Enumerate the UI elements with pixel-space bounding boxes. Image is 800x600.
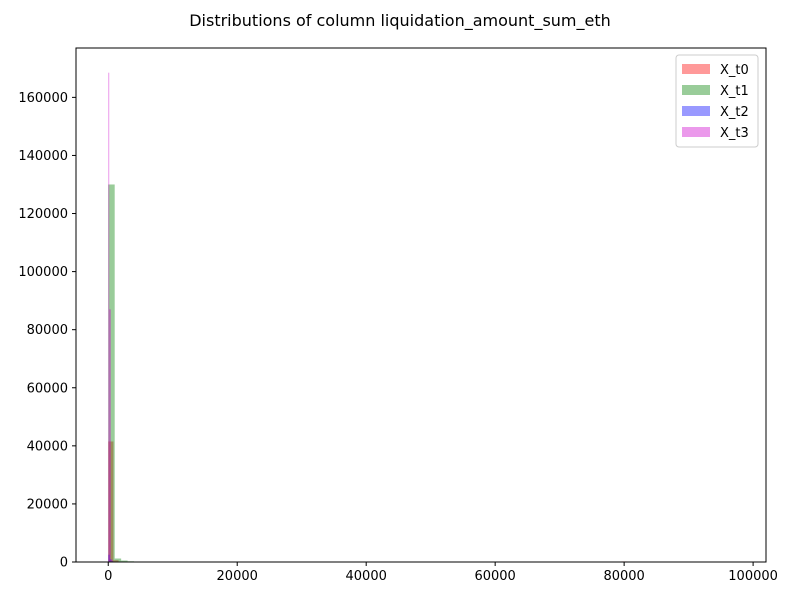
x-tick-label-4: 80000 bbox=[603, 569, 644, 584]
bar-X_t2-0 bbox=[108, 554, 110, 562]
x-tick-label-0: 0 bbox=[104, 569, 112, 584]
bar-X_t3-2 bbox=[110, 559, 113, 562]
legend-label-X_t2: X_t2 bbox=[720, 105, 749, 120]
x-axis: 0 20000 40000 60000 80000 100000 bbox=[104, 562, 778, 584]
bars-layer bbox=[108, 72, 627, 563]
y-tick-label-1: 20000 bbox=[27, 497, 68, 512]
x-tick-label-2: 40000 bbox=[346, 569, 387, 584]
bar-X_t1-1 bbox=[114, 558, 122, 562]
y-tick-label-3: 60000 bbox=[27, 381, 68, 396]
plot-frame bbox=[75, 47, 767, 563]
legend-swatch-X_t2 bbox=[682, 106, 710, 116]
legend-label-X_t1: X_t1 bbox=[720, 84, 749, 99]
legend-swatch-X_t3 bbox=[682, 127, 710, 137]
y-tick-label-7: 140000 bbox=[18, 149, 68, 164]
x-tick-label-5: 100000 bbox=[728, 569, 778, 584]
legend-label-X_t3: X_t3 bbox=[720, 126, 749, 141]
y-tick-label-6: 120000 bbox=[18, 207, 68, 222]
bar-X_t0-1 bbox=[113, 560, 119, 562]
legend: X_t0 X_t1 X_t2 X_t3 bbox=[675, 54, 759, 148]
bar-X_t1-0 bbox=[108, 184, 115, 562]
y-axis: 0 20000 40000 60000 80000 100000 120000 140000 1… bbox=[18, 91, 76, 571]
y-tick-label-4: 80000 bbox=[27, 323, 68, 338]
bar-X_t1-2 bbox=[121, 560, 128, 562]
y-tick-label-0: 0 bbox=[60, 556, 68, 571]
legend-swatch-X_t1 bbox=[682, 85, 710, 95]
y-tick-label-8: 160000 bbox=[18, 91, 68, 106]
bar-X_t3-0 bbox=[108, 72, 110, 562]
legend-swatch-X_t0 bbox=[682, 64, 710, 74]
bar-X_t0-0 bbox=[108, 441, 114, 562]
y-tick-label-2: 40000 bbox=[27, 439, 68, 454]
legend-box bbox=[675, 54, 759, 148]
x-tick-label-3: 60000 bbox=[474, 569, 515, 584]
bar-X_t2-1 bbox=[109, 559, 112, 562]
chart-title: Distributions of column liquidation_amou… bbox=[189, 11, 611, 31]
legend-label-X_t0: X_t0 bbox=[720, 63, 749, 78]
bar-X_t3-1 bbox=[109, 309, 111, 562]
y-tick-label-5: 100000 bbox=[18, 265, 68, 280]
x-tick-label-1: 20000 bbox=[217, 569, 258, 584]
